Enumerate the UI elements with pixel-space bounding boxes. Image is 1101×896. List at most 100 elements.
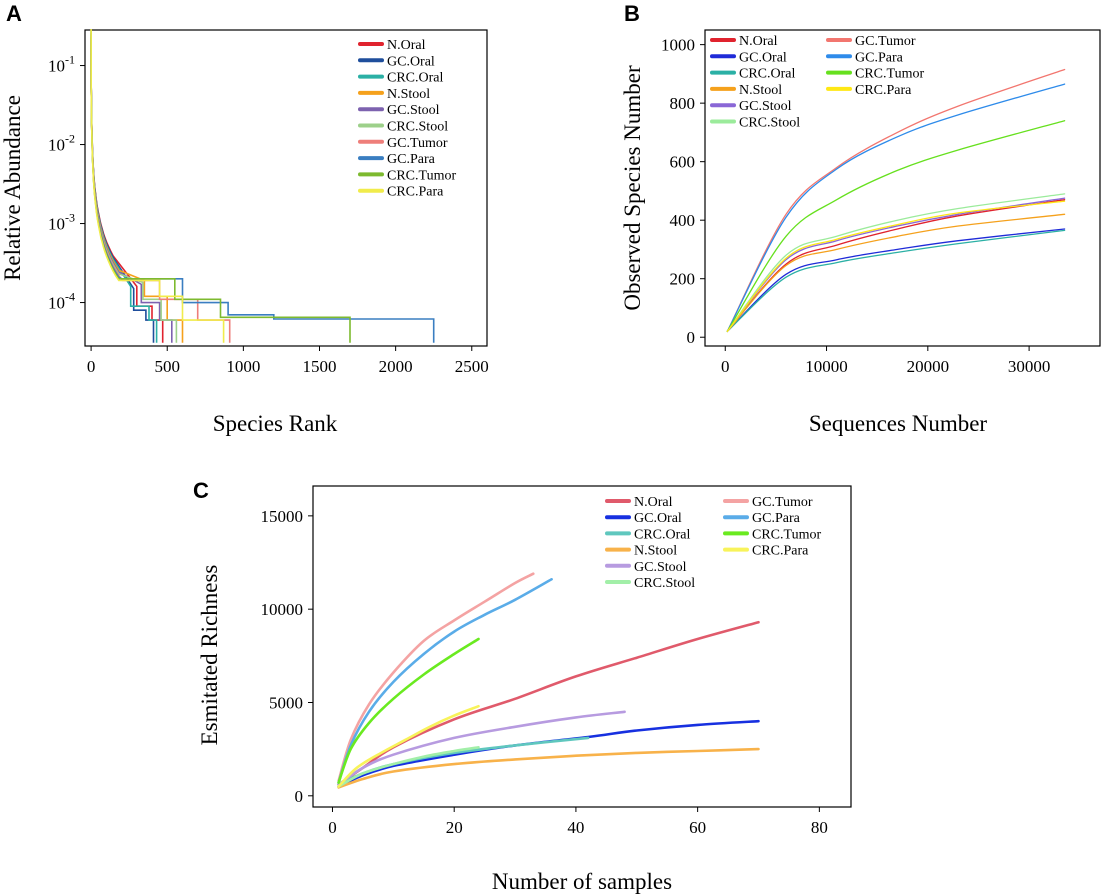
legend-label-gc-tumor: GC.Tumor [752, 495, 813, 510]
panel-b: B 0 10000 20000 30000 0 200 400 600 800 1000 N.Or… [620, 1, 1101, 436]
x-tick-label: 1000 [226, 357, 260, 376]
panel-a: A 0 500 1000 1500 2000 2500 10-1 10-2 10-3 10-4 N… [0, 1, 489, 436]
x-tick-label: 80 [811, 818, 828, 837]
panel-b-line-gc-oral [726, 228, 1066, 333]
panel-a-line-crc-para [90, 28, 225, 343]
panel-letter-b: B [624, 1, 640, 26]
panel-b-x-axis-title: Sequences Number [809, 411, 988, 436]
legend-label-crc-stool: CRC.Stool [739, 116, 800, 131]
legend-label-n-stool: N.Stool [387, 87, 430, 102]
legend-label-gc-para: GC.Para [387, 152, 436, 167]
y-tick-label: 1000 [661, 36, 695, 55]
legend-label-crc-tumor: CRC.Tumor [752, 527, 821, 542]
x-tick-label: 60 [689, 818, 706, 837]
panel-b-line-crc-para [726, 200, 1066, 333]
panel-c-y-axis-title: Esmitated Richness [197, 565, 222, 746]
legend-label-crc-oral: CRC.Oral [739, 67, 796, 82]
legend-label-crc-oral: CRC.Oral [634, 527, 691, 542]
panel-b-line-gc-tumor [726, 68, 1066, 333]
panel-b-plot-frame [704, 29, 1101, 347]
x-tick-label: 500 [154, 357, 180, 376]
panel-c-line-crc-stool [337, 746, 480, 788]
y-tick-label: 15000 [261, 507, 304, 526]
panel-c-line-n-oral [337, 620, 760, 786]
panel-c-plot-frame [312, 485, 852, 808]
panel-b-line-crc-stool [726, 193, 1066, 333]
panel-c-series-lines [337, 572, 760, 789]
y-tick-label: 10-3 [48, 211, 75, 234]
legend-label-gc-oral: GC.Oral [387, 54, 435, 69]
legend-label-n-oral: N.Oral [739, 34, 778, 49]
x-tick-label: 2500 [455, 357, 489, 376]
x-tick-label: 0 [721, 357, 730, 376]
y-tick-label: 10-2 [48, 132, 75, 155]
x-tick-label: 1500 [303, 357, 337, 376]
panel-b-line-n-oral [726, 199, 1066, 333]
panel-b-line-gc-stool [726, 197, 1066, 333]
panel-c-x-axis-title: Number of samples [492, 869, 672, 894]
panel-a-axis-ticks: 0 500 1000 1500 2000 2500 10-1 10-2 10-3 10-4 [48, 53, 489, 376]
legend-label-crc-para: CRC.Para [752, 544, 809, 559]
panel-c-line-crc-tumor [337, 637, 480, 784]
y-tick-label: 5000 [269, 693, 303, 712]
panel-a-y-axis-title: Relative Abundance [0, 95, 25, 281]
legend-label-gc-tumor: GC.Tumor [855, 34, 916, 49]
panel-c-line-gc-para [337, 578, 553, 784]
panel-c-line-crc-para [337, 704, 480, 788]
legend-label-crc-stool: CRC.Stool [387, 120, 448, 135]
panel-letter-a: A [6, 1, 22, 26]
x-tick-label: 10000 [805, 357, 848, 376]
panel-b-line-crc-oral [726, 229, 1066, 333]
x-tick-label: 30000 [1008, 357, 1051, 376]
y-tick-label: 10-1 [48, 53, 75, 76]
panel-c-line-gc-stool [337, 710, 626, 786]
x-tick-label: 20000 [907, 357, 950, 376]
x-tick-label: 0 [328, 818, 337, 837]
panel-b-series-lines [726, 68, 1066, 333]
legend-label-crc-oral: CRC.Oral [387, 71, 444, 86]
panel-c-legend: N.OralGC.OralCRC.OralN.StoolGC.StoolCRC.… [605, 495, 821, 591]
panel-a-series-lines [90, 28, 435, 343]
y-tick-label: 10-4 [48, 290, 75, 313]
x-tick-label: 20 [446, 818, 463, 837]
panel-c: C 0 20 40 60 80 0 5000 10000 15000 N.OralGC.Oral… [193, 478, 852, 894]
panel-c-line-n-stool [337, 747, 760, 789]
legend-label-crc-para: CRC.Para [387, 185, 444, 200]
legend-label-gc-para: GC.Para [752, 511, 801, 526]
legend-label-crc-stool: CRC.Stool [634, 576, 695, 591]
panel-letter-c: C [193, 478, 209, 503]
panel-a-line-gc-oral [90, 40, 155, 343]
panel-c-axis-ticks: 0 20 40 60 80 0 5000 10000 15000 [261, 507, 828, 837]
legend-label-n-oral: N.Oral [387, 38, 426, 53]
x-tick-label: 40 [567, 818, 584, 837]
legend-label-n-oral: N.Oral [634, 495, 673, 510]
x-tick-label: 0 [87, 357, 96, 376]
legend-label-crc-para: CRC.Para [855, 83, 912, 98]
legend-label-n-stool: N.Stool [634, 544, 677, 559]
y-tick-label: 400 [670, 211, 696, 230]
legend-label-crc-tumor: CRC.Tumor [387, 168, 456, 183]
panel-b-line-gc-para [726, 83, 1066, 333]
legend-label-gc-para: GC.Para [855, 50, 904, 65]
legend-label-crc-tumor: CRC.Tumor [855, 67, 924, 82]
panel-a-line-n-oral [90, 41, 164, 343]
legend-label-gc-stool: GC.Stool [387, 103, 440, 118]
y-tick-label: 0 [687, 328, 696, 347]
y-tick-label: 0 [295, 787, 304, 806]
legend-label-gc-tumor: GC.Tumor [387, 136, 448, 151]
legend-label-gc-stool: GC.Stool [739, 99, 792, 114]
panel-b-line-crc-tumor [726, 120, 1066, 333]
legend-label-gc-oral: GC.Oral [739, 50, 787, 65]
panel-a-plot-frame [84, 29, 488, 347]
y-tick-label: 10000 [261, 600, 304, 619]
y-tick-label: 200 [670, 270, 696, 289]
panel-b-axis-ticks: 0 10000 20000 30000 0 200 400 600 800 1000 [661, 36, 1050, 376]
y-tick-label: 800 [670, 94, 696, 113]
panel-a-x-axis-title: Species Rank [213, 411, 338, 436]
legend-label-n-stool: N.Stool [739, 83, 782, 98]
panel-b-y-axis-title: Observed Species Number [620, 65, 645, 311]
panel-c-line-gc-tumor [337, 572, 535, 783]
